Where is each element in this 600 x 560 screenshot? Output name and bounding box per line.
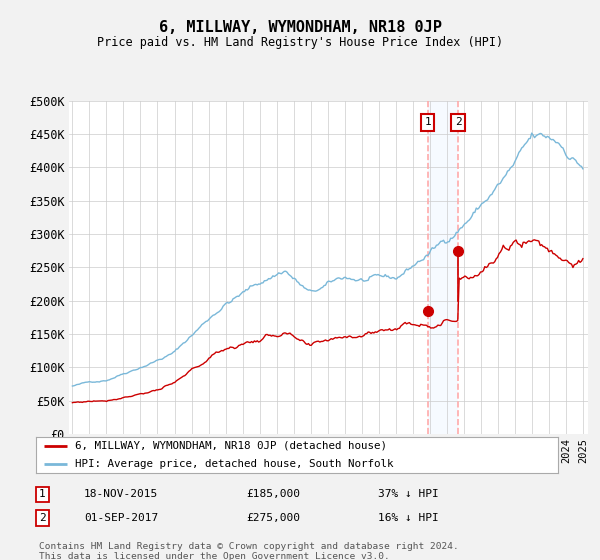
Text: Price paid vs. HM Land Registry's House Price Index (HPI): Price paid vs. HM Land Registry's House … (97, 36, 503, 49)
Text: 6, MILLWAY, WYMONDHAM, NR18 0JP: 6, MILLWAY, WYMONDHAM, NR18 0JP (158, 20, 442, 35)
Text: 2: 2 (455, 118, 461, 128)
Text: 01-SEP-2017: 01-SEP-2017 (84, 513, 158, 523)
Text: 6, MILLWAY, WYMONDHAM, NR18 0JP (detached house): 6, MILLWAY, WYMONDHAM, NR18 0JP (detache… (75, 441, 387, 451)
Bar (428, 101, 458, 434)
Text: £185,000: £185,000 (246, 489, 300, 500)
Text: 1: 1 (424, 118, 431, 128)
Text: 18-NOV-2015: 18-NOV-2015 (84, 489, 158, 500)
Text: 2: 2 (39, 513, 46, 523)
Text: Contains HM Land Registry data © Crown copyright and database right 2024.
This d: Contains HM Land Registry data © Crown c… (39, 542, 459, 560)
Text: £275,000: £275,000 (246, 513, 300, 523)
Text: 1: 1 (39, 489, 46, 500)
Text: 37% ↓ HPI: 37% ↓ HPI (378, 489, 439, 500)
Text: 16% ↓ HPI: 16% ↓ HPI (378, 513, 439, 523)
Text: HPI: Average price, detached house, South Norfolk: HPI: Average price, detached house, Sout… (75, 459, 394, 469)
